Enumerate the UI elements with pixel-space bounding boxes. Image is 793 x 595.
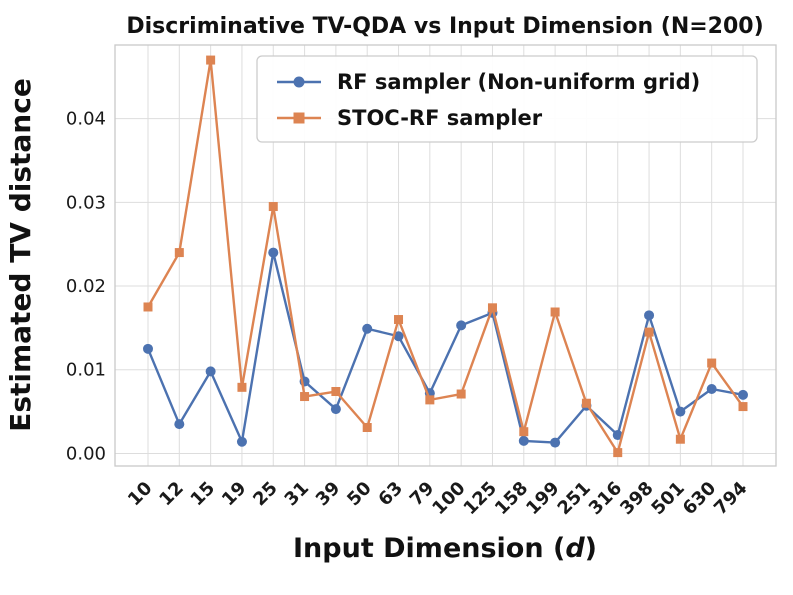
data-marker-circle xyxy=(362,323,373,334)
data-marker-circle xyxy=(236,436,247,447)
data-marker-square xyxy=(519,427,529,437)
data-marker-square xyxy=(300,392,310,402)
data-marker-square xyxy=(331,387,341,397)
data-marker-square xyxy=(394,315,404,325)
data-marker-square xyxy=(143,302,153,312)
x-tick-label: 199 xyxy=(522,478,563,519)
x-tick-label: 12 xyxy=(155,478,188,511)
data-marker-circle xyxy=(330,404,341,415)
x-axis-label: Input Dimension (d) xyxy=(293,533,597,564)
data-marker-circle xyxy=(456,320,467,331)
data-marker-circle xyxy=(706,383,717,394)
data-marker-square xyxy=(362,422,372,432)
y-tick-label: 0.01 xyxy=(66,360,106,381)
data-marker-circle xyxy=(644,310,655,321)
x-tick-label: 39 xyxy=(312,478,345,511)
series-line-0 xyxy=(146,251,744,444)
chart-title: Discriminative TV-QDA vs Input Dimension… xyxy=(126,14,763,39)
x-tick-label: 501 xyxy=(647,478,688,519)
data-marker-square xyxy=(644,327,654,337)
y-axis-label: Estimated TV distance xyxy=(4,78,37,432)
data-marker-square xyxy=(425,395,435,405)
x-tick-label: 251 xyxy=(554,478,595,519)
x-tick-label: 63 xyxy=(374,478,407,511)
data-marker-circle xyxy=(738,389,748,400)
legend-label: STOC-RF sampler xyxy=(337,106,543,130)
x-axis-label-var: d xyxy=(565,533,585,564)
data-marker-square xyxy=(237,382,247,392)
data-marker-circle xyxy=(174,419,185,430)
x-tick-label: 316 xyxy=(585,478,626,519)
x-tick-label: 158 xyxy=(491,478,532,519)
x-tick-label: 31 xyxy=(281,478,314,511)
y-tick-label: 0.04 xyxy=(66,109,106,130)
data-marker-circle xyxy=(675,406,686,417)
data-marker-square xyxy=(738,402,748,412)
data-marker-circle xyxy=(205,366,216,377)
data-marker-square xyxy=(456,389,466,399)
legend-marker-square xyxy=(293,112,305,124)
y-tick-label: 0.03 xyxy=(66,192,106,213)
data-marker-square xyxy=(268,202,278,212)
data-marker-square xyxy=(707,358,717,368)
x-axis-label-pre: Input Dimension ( xyxy=(293,533,565,564)
x-tick-label: 630 xyxy=(679,478,720,519)
legend-box xyxy=(256,55,758,143)
series-line-1 xyxy=(146,58,744,454)
x-tick-label: 794 xyxy=(710,478,751,519)
data-marker-square xyxy=(550,307,560,317)
x-tick-label: 10 xyxy=(124,478,157,511)
x-tick-label: 50 xyxy=(343,478,376,511)
legend-label: RF sampler (Non-uniform grid) xyxy=(337,70,700,94)
data-marker-square xyxy=(206,55,216,65)
x-tick-label: 15 xyxy=(187,478,220,511)
data-marker-square xyxy=(174,248,184,258)
y-tick-label: 0.00 xyxy=(66,443,106,464)
data-marker-square xyxy=(487,303,497,313)
data-marker-circle xyxy=(612,430,623,441)
data-marker-circle xyxy=(143,343,153,354)
data-marker-circle xyxy=(393,331,404,342)
data-marker-circle xyxy=(518,435,529,446)
x-tick-label: 398 xyxy=(616,478,657,519)
data-marker-circle xyxy=(268,247,279,258)
y-tick-label: 0.02 xyxy=(66,276,106,297)
x-tick-label: 19 xyxy=(218,478,251,511)
legend-marker-circle xyxy=(293,76,305,88)
data-marker-square xyxy=(675,434,685,444)
x-tick-label: 25 xyxy=(249,478,282,511)
data-marker-square xyxy=(581,398,591,408)
x-tick-label: 125 xyxy=(460,478,501,519)
x-tick-label: 100 xyxy=(428,478,469,519)
data-marker-circle xyxy=(550,437,561,448)
x-axis-label-post: ) xyxy=(585,533,597,564)
data-marker-square xyxy=(613,448,623,458)
plot-border xyxy=(114,44,777,467)
